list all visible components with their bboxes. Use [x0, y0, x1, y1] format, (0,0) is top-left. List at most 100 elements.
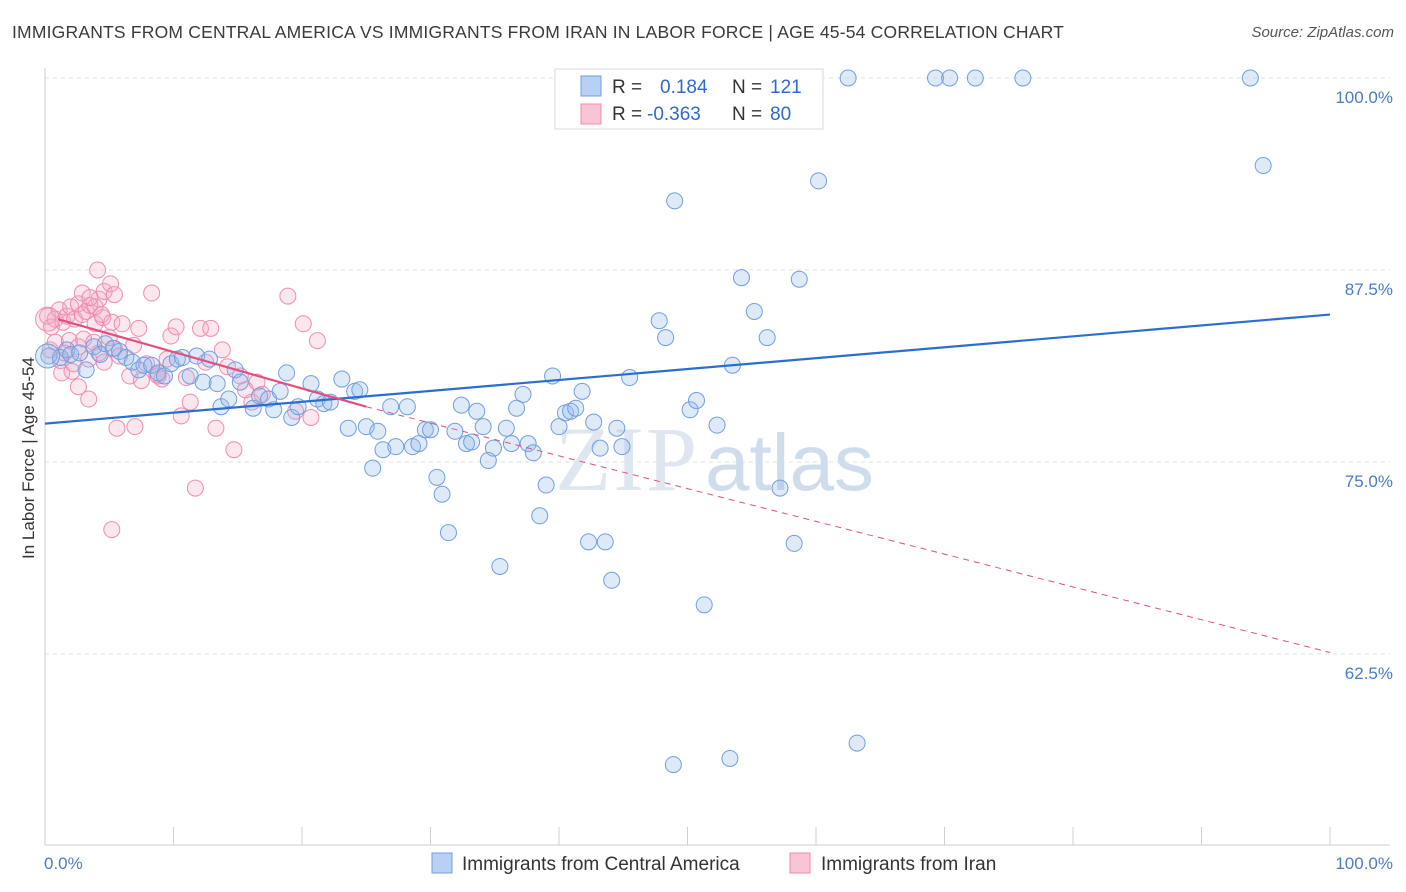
legend-r-value-blue: 0.184: [660, 77, 708, 98]
central-america-point: [708, 416, 726, 434]
central-america-point: [502, 435, 520, 453]
central-america-point: [514, 385, 532, 403]
central-america-point: [333, 370, 351, 388]
legend-n-value-blue: 121: [770, 77, 802, 98]
central-america-point: [410, 435, 428, 453]
central-america-point: [452, 396, 470, 414]
central-america-point: [695, 596, 713, 614]
iran-point: [80, 390, 98, 408]
central-america-point: [251, 387, 269, 405]
central-america-point: [446, 422, 464, 440]
central-america-point: [339, 419, 357, 437]
iran-point: [186, 479, 204, 497]
iran-point: [181, 393, 199, 411]
central-america-point: [562, 402, 580, 420]
central-america-point: [35, 343, 61, 369]
central-america-point: [194, 373, 212, 391]
iran-point: [294, 315, 312, 333]
central-america-point: [1241, 69, 1259, 87]
iran-point: [167, 318, 185, 336]
chart-title: IMMIGRANTS FROM CENTRAL AMERICA VS IMMIG…: [12, 22, 1064, 42]
central-america-point: [231, 373, 249, 391]
iran-point: [108, 419, 126, 437]
iran-point: [162, 327, 180, 345]
central-america-point: [433, 485, 451, 503]
central-america-point: [848, 734, 866, 752]
central-america-point: [591, 439, 609, 457]
central-america-point: [468, 402, 486, 420]
axes: [44, 68, 1390, 846]
x-tick-label-0: 0.0%: [44, 854, 83, 873]
central-america-point: [567, 399, 585, 417]
central-america-point: [439, 524, 457, 542]
iran-point: [95, 353, 113, 371]
central-america-point: [519, 435, 537, 453]
iran-point: [191, 319, 209, 337]
central-america-point: [71, 344, 89, 362]
central-america-point: [745, 302, 763, 320]
iran-trend-line: [57, 318, 367, 408]
central-america-point: [657, 329, 675, 347]
iran-point: [172, 407, 190, 425]
central-america-point: [387, 438, 405, 456]
central-america-point: [650, 312, 668, 330]
central-america-point: [491, 557, 509, 575]
correlation-legend: R = 0.184 N = 121 R = -0.363 N = 80: [554, 68, 824, 130]
iran-point: [105, 286, 123, 304]
grid-lines: [45, 77, 1390, 655]
iran-point: [308, 332, 326, 350]
iran-point: [69, 378, 87, 396]
central-america-point: [283, 408, 301, 426]
y-tick-labels: 62.5% 75.0% 87.5% 100.0%: [1335, 88, 1393, 683]
central-america-point: [130, 361, 148, 379]
central-america-point: [927, 69, 945, 87]
central-america-point: [585, 413, 603, 431]
central-america-point: [550, 418, 568, 436]
central-america-point: [790, 270, 808, 288]
x-tick-labels: 0.0% 100.0%: [44, 854, 1393, 873]
central-america-point: [111, 342, 129, 360]
y-tick-label-3: 100.0%: [1335, 88, 1393, 107]
central-america-point: [608, 419, 626, 437]
iran-point: [63, 362, 81, 380]
iran-points: [35, 261, 326, 539]
bottom-legend-pink: Immigrants from Iran: [821, 854, 996, 875]
central-america-point: [681, 401, 699, 419]
watermark: ZIP atlas: [555, 408, 874, 510]
central-america-point: [62, 345, 80, 363]
central-america-point: [537, 476, 555, 494]
legend-n-label-blue: N =: [732, 77, 762, 98]
bottom-swatch-blue: [431, 852, 453, 874]
x-tick-label-1: 100.0%: [1335, 854, 1393, 873]
iran-point: [279, 287, 297, 305]
central-america-point: [508, 399, 526, 417]
central-america-point: [524, 444, 542, 462]
iran-point: [126, 418, 144, 436]
central-america-point: [497, 419, 515, 437]
central-america-point: [1014, 69, 1032, 87]
central-america-point: [758, 329, 776, 347]
legend-r-label-blue: R =: [612, 77, 642, 98]
y-axis-label: In Labor Force | Age 45-54: [19, 357, 38, 559]
iran-point: [225, 441, 243, 459]
central-america-point: [966, 69, 984, 87]
central-america-point: [613, 438, 631, 456]
iran-point: [213, 341, 231, 359]
iran-point: [202, 319, 220, 337]
trend-lines: [44, 313, 1331, 653]
source-label: Source: ZipAtlas.com: [1251, 24, 1394, 41]
iran-trend-line-extended: [366, 406, 1331, 653]
central-america-point: [573, 382, 591, 400]
central-america-point: [271, 382, 289, 400]
central-america-point: [621, 369, 639, 387]
central-america-point: [531, 507, 549, 525]
series-legend: Immigrants from Central America Immigran…: [431, 852, 996, 875]
iran-point: [113, 315, 131, 333]
central-america-point: [721, 749, 739, 767]
central-america-point: [220, 390, 238, 408]
legend-r-value-pink: -0.363: [647, 104, 701, 125]
legend-swatch-pink: [580, 103, 602, 125]
central-america-point: [208, 375, 226, 393]
iran-point: [35, 306, 61, 332]
svg-text:atlas: atlas: [705, 418, 874, 507]
